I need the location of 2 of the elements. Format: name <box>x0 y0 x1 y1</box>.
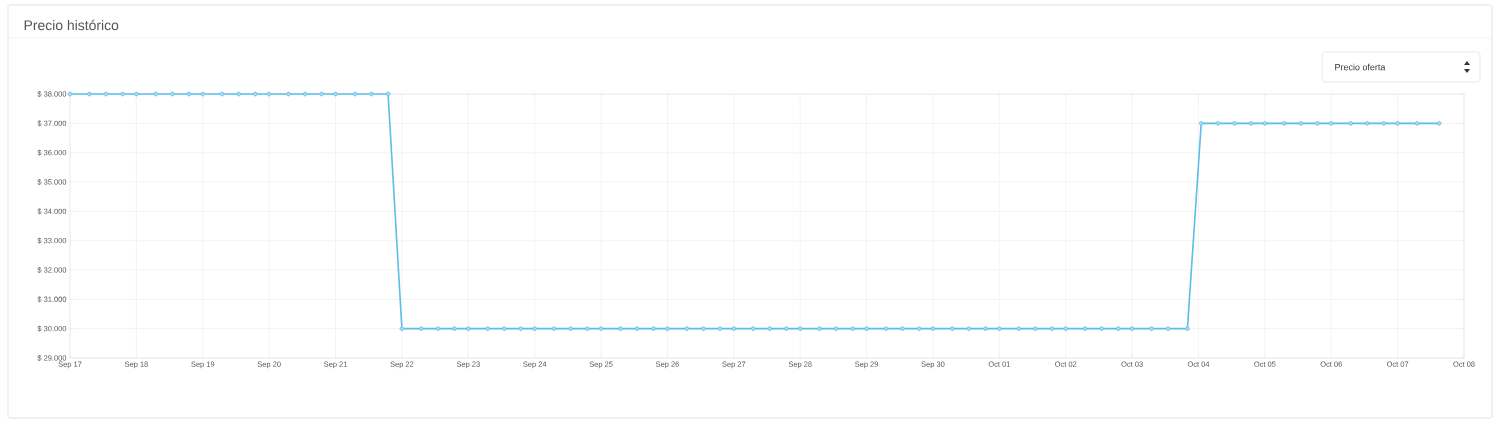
chart-title: Precio histórico <box>24 19 119 31</box>
text: Precio oferta <box>1335 63 1386 71</box>
